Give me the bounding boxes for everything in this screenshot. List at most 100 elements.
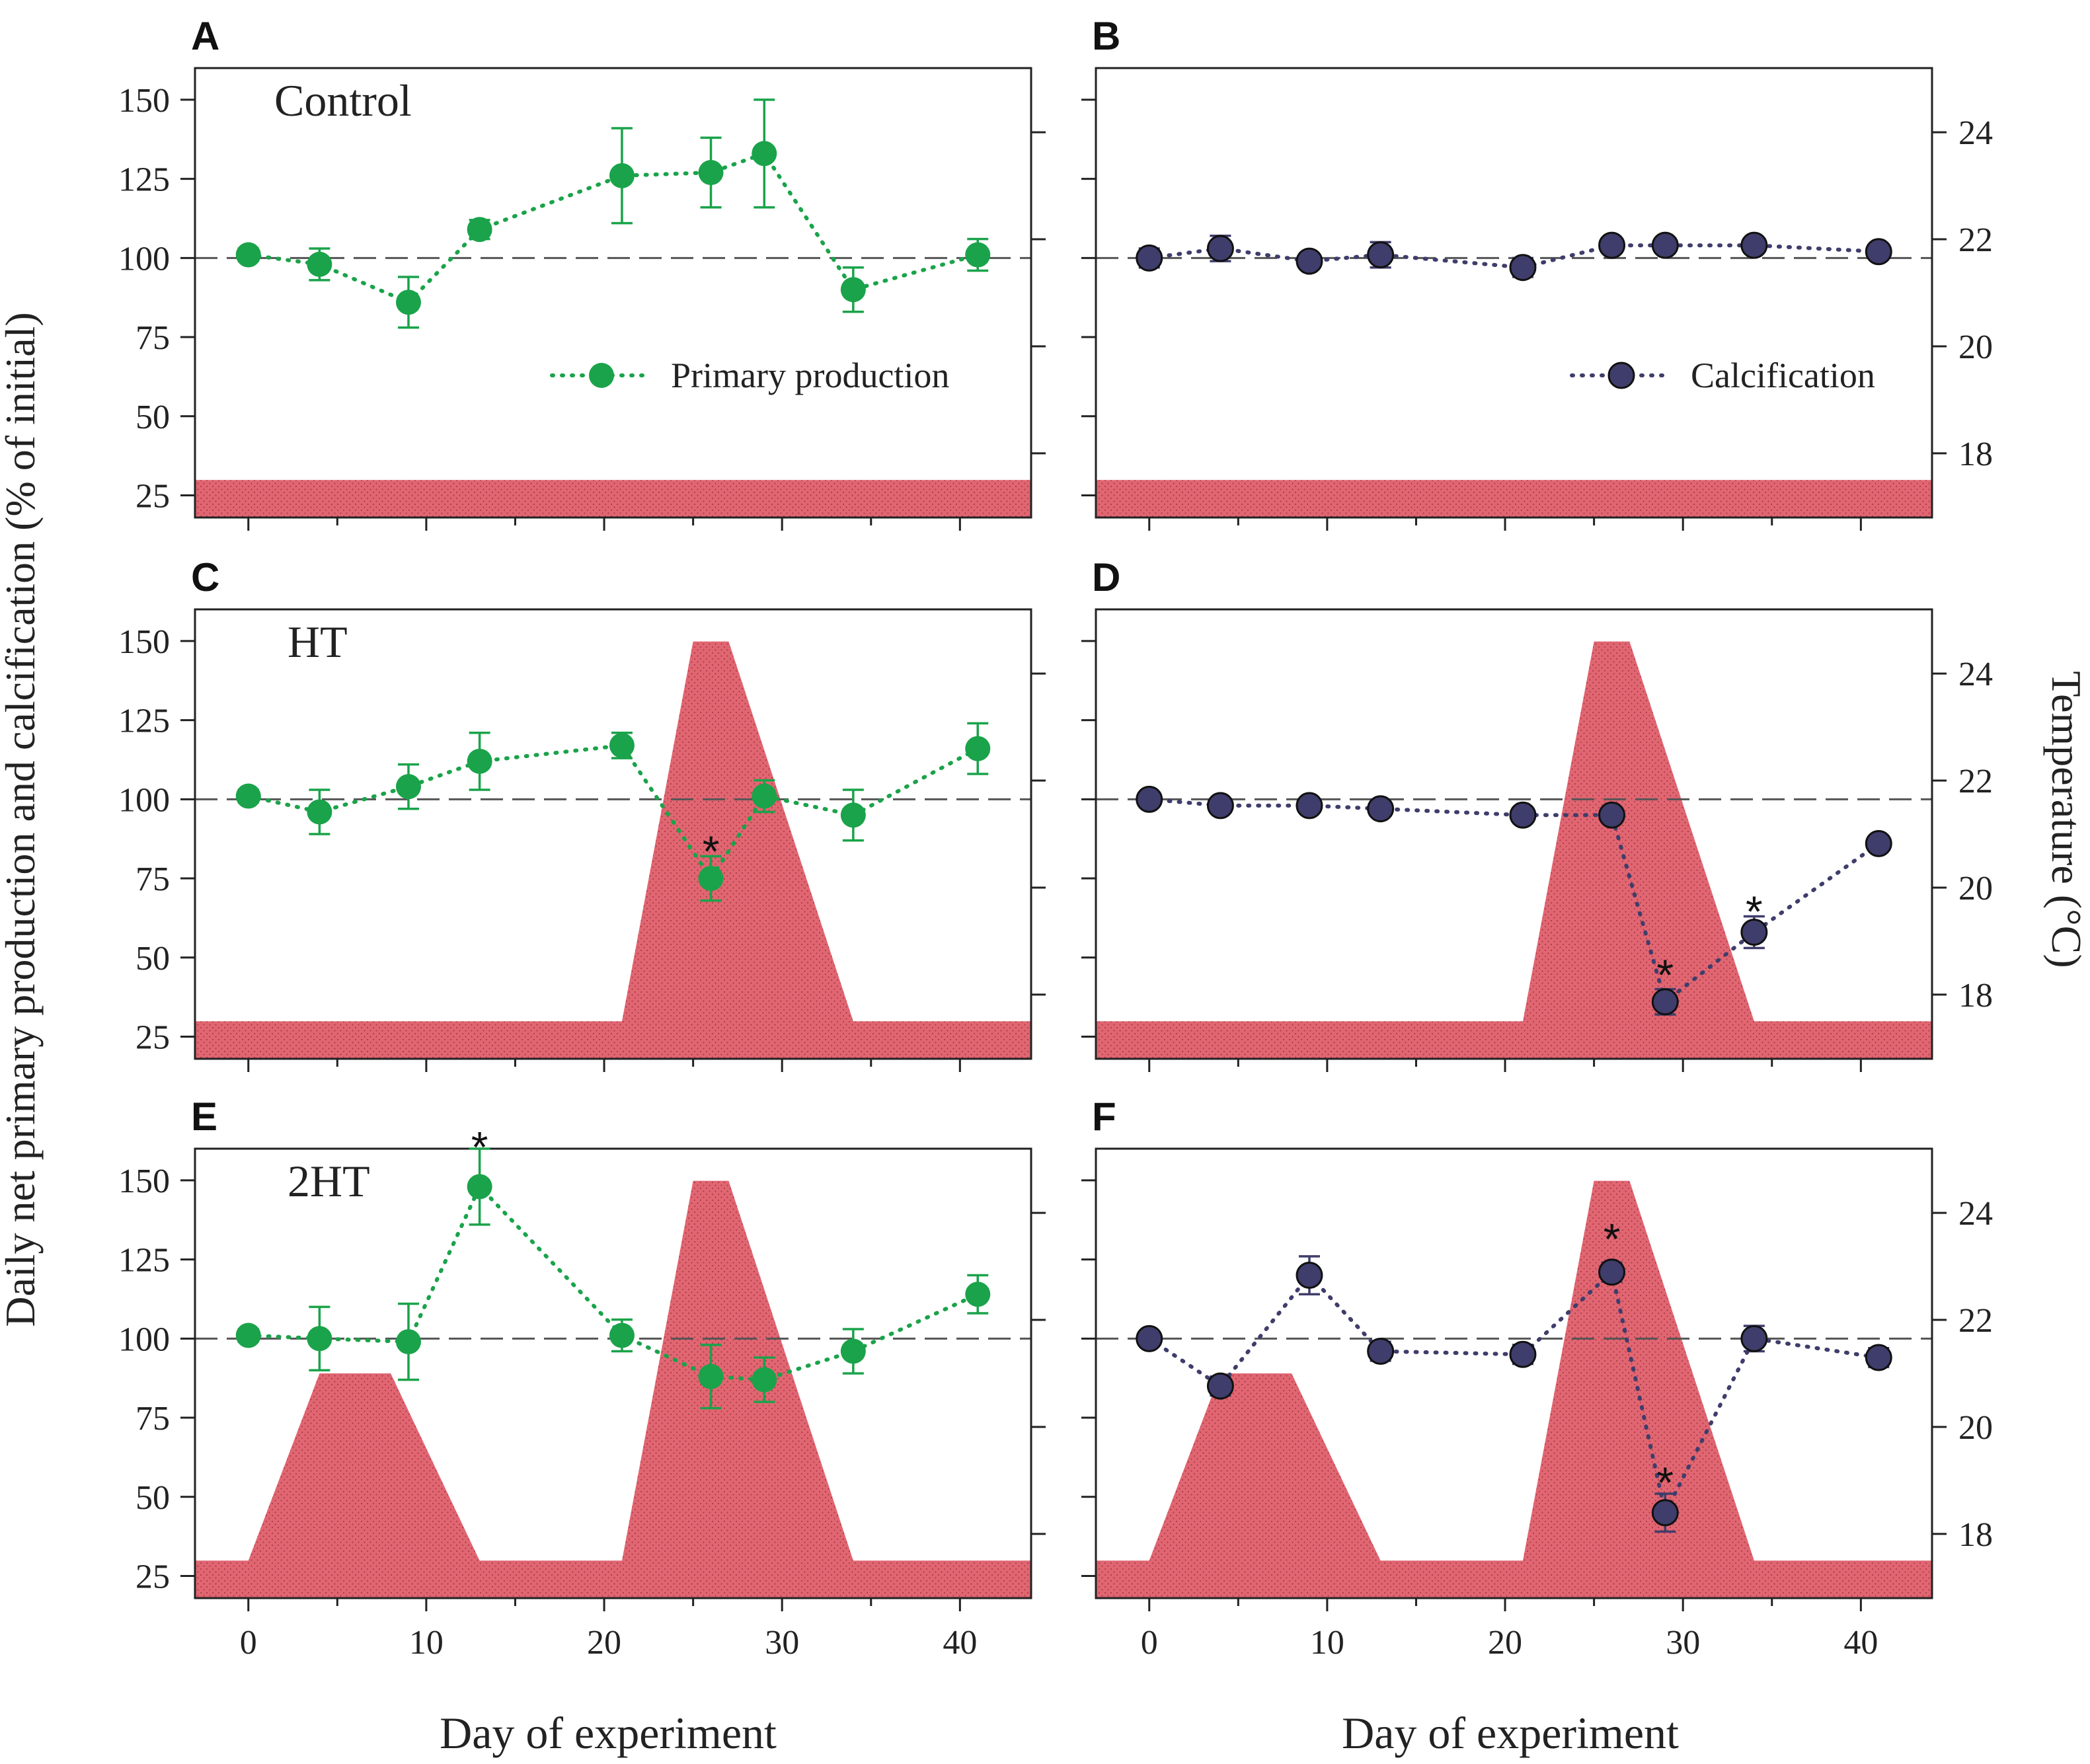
panel-letter: A (191, 14, 219, 58)
x-tick-label: 20 (587, 1624, 621, 1662)
panel-e: E 25 50 75 100 125 150 0 10 20 30 40 * 2HT (118, 1094, 1046, 1662)
y-tick-label: 100 (118, 240, 170, 278)
data-point (1509, 1340, 1537, 1368)
temperature-tick-label: 18 (1958, 1516, 1993, 1554)
plot-frame (194, 608, 1032, 1060)
y-tick-label: 125 (118, 703, 170, 740)
y-tick-label: 25 (135, 1558, 170, 1595)
data-point (1367, 1337, 1395, 1365)
temperature-tick-label: 22 (1958, 221, 1993, 259)
y-tick-label: 100 (118, 781, 170, 819)
panel-letter: B (1092, 14, 1120, 58)
temperature-tick-label: 24 (1958, 114, 1993, 152)
x-tick-label: 0 (1141, 1624, 1158, 1662)
data-point (395, 1329, 421, 1355)
y-axis-label-right: Temperature (°C) (2043, 671, 2090, 968)
y-tick-label: 50 (135, 1479, 170, 1517)
series-line (1147, 797, 1881, 1005)
legend-label: Calcification (1691, 356, 1875, 395)
data-point (965, 736, 991, 761)
panel-f: F 18 20 22 24 0 10 20 30 40 * * (1081, 1094, 1993, 1662)
temperature-area (195, 480, 1031, 518)
data-point (840, 802, 866, 828)
data-point (1740, 231, 1768, 259)
y-tick-label: 25 (135, 1018, 170, 1056)
y-tick-label: 100 (118, 1321, 170, 1358)
data-point (467, 1174, 492, 1200)
temperature-area (1096, 1180, 1932, 1598)
data-point (307, 1326, 332, 1352)
significance-marker: * (1746, 887, 1763, 936)
panel-a: A 25 50 75 100 125 150 Control Primary productio… (118, 14, 1046, 531)
temperature-tick-label: 24 (1958, 1195, 1993, 1233)
temperature-tick-label: 20 (1958, 870, 1993, 907)
panel-title: HT (288, 617, 348, 667)
panel-letter: E (191, 1094, 217, 1139)
data-point (307, 251, 332, 277)
data-point (1740, 918, 1768, 946)
data-point (1598, 801, 1626, 829)
data-point (698, 160, 724, 186)
y-tick-label: 150 (118, 623, 170, 661)
temperature-tick-label: 18 (1958, 436, 1993, 473)
plot-frame (194, 67, 1032, 519)
data-point (609, 732, 635, 758)
temperature-area (1096, 480, 1932, 518)
x-tick-label: 0 (240, 1624, 257, 1662)
significance-marker: * (1656, 1458, 1674, 1507)
panel-letter: D (1092, 555, 1120, 599)
x-tick-label: 40 (943, 1624, 977, 1662)
panel-b: B 18 20 22 24 Calcification (1081, 14, 1993, 531)
x-axis-label-left: Day of experiment (440, 1708, 777, 1758)
data-point (609, 1323, 635, 1348)
data-point (395, 289, 421, 315)
significance-marker: * (471, 1122, 488, 1171)
significance-marker: * (703, 827, 720, 876)
data-point (1367, 795, 1395, 823)
legend-marker (589, 363, 614, 388)
y-tick-label: 50 (135, 399, 170, 436)
data-point (698, 1363, 724, 1389)
data-point (1651, 1499, 1679, 1527)
x-tick-label: 20 (1488, 1624, 1522, 1662)
data-point (1136, 244, 1163, 272)
data-point (395, 774, 421, 800)
data-point (1136, 785, 1163, 813)
plot-frame (1095, 1147, 1933, 1599)
legend-label: Primary production (671, 356, 949, 395)
temperature-area (195, 641, 1031, 1059)
data-point (1598, 1258, 1626, 1286)
y-tick-label: 125 (118, 161, 170, 199)
data-point (840, 1338, 866, 1364)
plot-frame (194, 1147, 1032, 1599)
data-point (1740, 1324, 1768, 1352)
x-tick-label: 30 (765, 1624, 799, 1662)
data-point (1598, 231, 1626, 259)
legend-marker (1607, 362, 1635, 389)
y-tick-label: 75 (135, 1400, 170, 1438)
data-point (235, 242, 261, 268)
data-point (467, 217, 492, 243)
panel-letter: F (1092, 1094, 1116, 1139)
data-point (752, 1367, 777, 1393)
x-tick-label: 30 (1666, 1624, 1700, 1662)
temperature-tick-label: 20 (1958, 1409, 1993, 1447)
data-point (235, 783, 261, 809)
panel-letter: C (191, 555, 219, 599)
data-point (1136, 1324, 1163, 1352)
temperature-area (195, 1180, 1031, 1598)
panel-d: D 18 20 22 24 * * (1081, 555, 1993, 1072)
data-point (1651, 231, 1679, 259)
data-point (467, 748, 492, 774)
data-point (965, 1282, 991, 1307)
plot-frame (1095, 608, 1933, 1060)
y-tick-label: 75 (135, 861, 170, 898)
data-point (752, 783, 777, 809)
data-point (1206, 235, 1234, 262)
y-axis-label-left: Daily net primary production and calcifi… (0, 312, 44, 1326)
series-line (246, 151, 980, 305)
x-tick-label: 10 (409, 1624, 444, 1662)
data-point (609, 163, 635, 188)
